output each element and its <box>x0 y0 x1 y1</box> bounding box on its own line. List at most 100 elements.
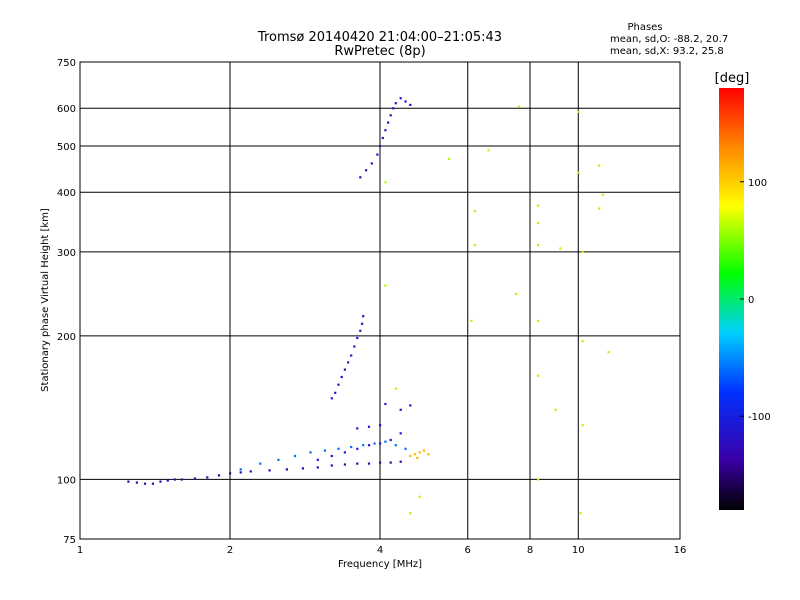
data-point <box>269 469 271 471</box>
data-point <box>159 481 161 483</box>
y-tick-label: 600 <box>57 104 76 115</box>
data-point <box>582 340 584 342</box>
data-point <box>136 482 138 484</box>
data-point <box>356 427 358 429</box>
x-tick-label: 8 <box>527 545 533 556</box>
data-point <box>577 111 579 113</box>
data-point <box>602 194 604 196</box>
data-point <box>259 463 261 465</box>
data-point <box>427 453 429 455</box>
colorbar-unit: [deg] <box>715 71 750 86</box>
data-point <box>395 388 397 390</box>
data-point <box>331 455 333 457</box>
y-tick-label: 300 <box>57 248 76 259</box>
data-point <box>344 369 346 371</box>
data-point <box>559 247 561 249</box>
data-point <box>518 106 520 108</box>
data-point <box>384 441 386 443</box>
data-point <box>337 448 339 450</box>
chart-subtitle: RwPretec (8p) <box>334 44 425 59</box>
data-point <box>400 432 402 434</box>
y-tick-label: 750 <box>57 58 76 69</box>
data-point <box>390 462 392 464</box>
data-point <box>379 424 381 426</box>
legend-line-x: mean, sd,X: 93.2, 25.8 <box>610 46 724 57</box>
data-point <box>371 162 373 164</box>
data-point <box>400 409 402 411</box>
y-tick-label: 400 <box>57 188 76 199</box>
data-point <box>368 444 370 446</box>
data-point <box>362 444 364 446</box>
data-point <box>416 457 418 459</box>
chart-title: Tromsø 20140420 21:04:00–21:05:43 <box>257 30 502 45</box>
data-point <box>379 462 381 464</box>
data-point <box>577 172 579 174</box>
data-point <box>390 114 392 116</box>
data-point <box>341 376 343 378</box>
data-point <box>400 97 402 99</box>
x-axis-label: Frequency [MHz] <box>338 559 422 570</box>
data-point <box>240 471 242 473</box>
data-point <box>409 455 411 457</box>
data-point <box>379 442 381 444</box>
data-point <box>127 481 129 483</box>
data-point <box>537 320 539 322</box>
data-point <box>537 478 539 480</box>
data-point <box>359 330 361 332</box>
data-point <box>392 107 394 109</box>
data-point <box>537 205 539 207</box>
data-point <box>218 474 220 476</box>
data-point <box>229 472 231 474</box>
x-tick-label: 4 <box>377 545 383 556</box>
x-tick-label: 1 <box>77 545 83 556</box>
data-points <box>127 97 609 514</box>
data-point <box>374 442 376 444</box>
data-point <box>409 404 411 406</box>
data-point <box>384 285 386 287</box>
legend-line-o: mean, sd,O: -88.2, 20.7 <box>610 34 728 45</box>
grid-lines <box>80 62 680 539</box>
data-point <box>337 384 339 386</box>
data-point <box>470 320 472 322</box>
colorbar-ticks: 100 0 -100 <box>740 178 771 423</box>
data-point <box>344 451 346 453</box>
data-point <box>317 459 319 461</box>
data-point <box>368 426 370 428</box>
data-point <box>174 478 176 480</box>
data-point <box>362 315 364 317</box>
data-point <box>309 451 311 453</box>
colorbar-tick-label: 100 <box>748 178 767 189</box>
x-tick-labels: 1 2 4 6 8 10 16 <box>77 545 687 556</box>
data-point <box>582 251 584 253</box>
data-point <box>250 470 252 472</box>
data-point <box>419 451 421 453</box>
data-point <box>448 158 450 160</box>
data-point <box>384 181 386 183</box>
data-point <box>608 351 610 353</box>
data-point <box>387 122 389 124</box>
data-point <box>409 104 411 106</box>
data-point <box>302 467 304 469</box>
data-point <box>537 222 539 224</box>
x-tick-label: 16 <box>674 545 687 556</box>
data-point <box>331 464 333 466</box>
data-point <box>347 361 349 363</box>
data-point <box>487 149 489 151</box>
data-point <box>582 424 584 426</box>
data-point <box>277 459 279 461</box>
data-point <box>579 512 581 514</box>
data-point <box>419 496 421 498</box>
ionogram-chart: 1 2 4 6 8 10 16 75100200300400500600750 Tromsø… <box>0 0 800 600</box>
data-point <box>359 176 361 178</box>
data-point <box>350 354 352 356</box>
data-point <box>537 244 539 246</box>
y-tick-label: 100 <box>57 475 76 486</box>
data-point <box>350 446 352 448</box>
data-point <box>194 477 196 479</box>
data-point <box>286 468 288 470</box>
data-point <box>515 293 517 295</box>
data-point <box>353 345 355 347</box>
data-point <box>356 448 358 450</box>
data-point <box>390 439 392 441</box>
data-point <box>181 478 183 480</box>
